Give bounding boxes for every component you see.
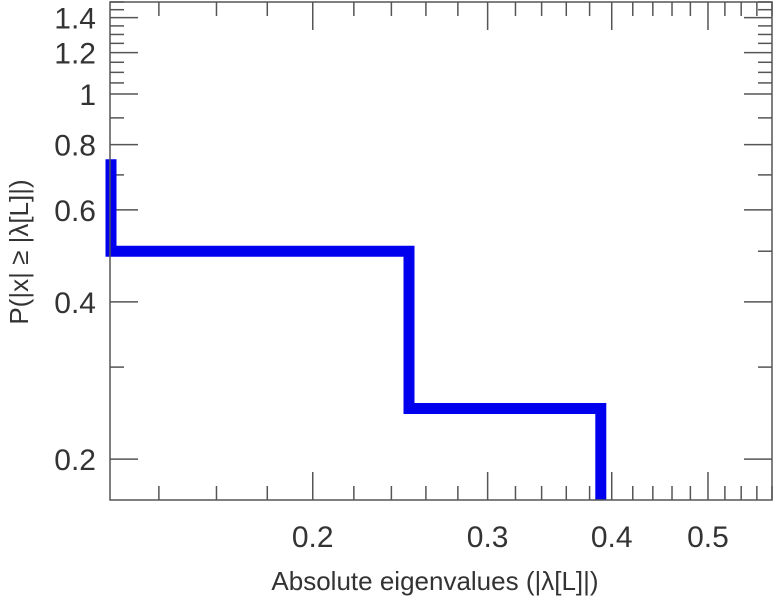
x-tick-label: 0.2 [292,521,334,554]
x-axis-label: Absolute eigenvalues (|λ[L]|) [271,566,598,596]
y-tick-label: 0.2 [54,444,96,477]
x-tick-label: 0.4 [591,521,633,554]
y-tick-label: 1 [79,79,96,112]
y-tick-label: 0.6 [54,195,96,228]
y-tick-label: 1.4 [54,3,96,36]
x-tick-label: 0.5 [687,521,729,554]
y-axis-label: P(|x| ≥ |λ[L]|) [4,179,34,324]
x-tick-label: 0.3 [467,521,509,554]
y-tick-label: 0.8 [54,130,96,163]
y-tick-label: 0.4 [54,287,96,320]
plot-frame [109,1,773,501]
tick-labels: 0.2 0.4 0.6 0.8 1 1.21.4 0.2 0.3 0.4 0.5 [54,3,729,554]
series-line [105,159,607,500]
plot-area [105,159,607,500]
y-tick-label: 1.2 [54,38,96,71]
